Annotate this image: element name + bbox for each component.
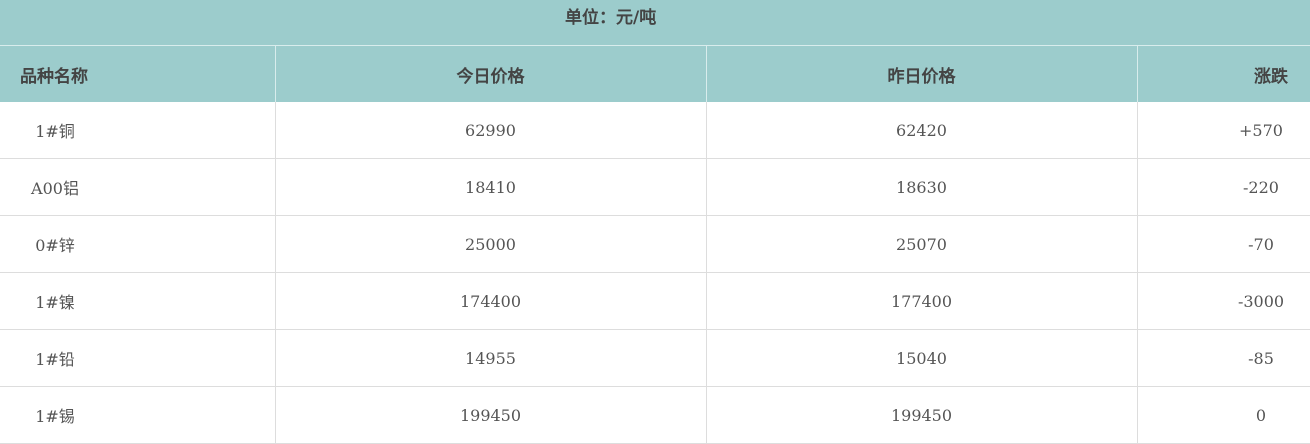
cell-name: A00铝	[0, 158, 275, 216]
header-yesterday-price: 昨日价格	[705, 46, 1137, 102]
cell-change: +570	[1136, 102, 1310, 159]
table-row: 1#铅 14955 15040 -85	[0, 329, 1310, 387]
cell-change: 0	[1136, 386, 1310, 444]
cell-yesterday-price: 62420	[705, 102, 1137, 159]
cell-name: 0#锌	[0, 215, 275, 273]
cell-change-text: -3000	[1237, 291, 1285, 311]
cell-name-text: 1#铜	[35, 122, 75, 141]
cell-yesterday-price-text: 25070	[896, 234, 947, 254]
table-row: 1#镍 174400 177400 -3000	[0, 272, 1310, 330]
cell-today-price-text: 14955	[465, 348, 516, 368]
cell-change: -3000	[1136, 272, 1310, 330]
cell-change-text: 0	[1255, 405, 1267, 425]
cell-yesterday-price: 25070	[705, 215, 1137, 273]
cell-today-price: 18410	[274, 158, 706, 216]
cell-yesterday-price-text: 18630	[896, 177, 947, 197]
unit-label: 单位：元/吨	[565, 8, 657, 28]
cell-yesterday-price: 18630	[705, 158, 1137, 216]
cell-today-price: 25000	[274, 215, 706, 273]
cell-today-price-text: 25000	[465, 234, 516, 254]
cell-today-price-text: 62990	[465, 120, 516, 140]
cell-today-price-text: 174400	[459, 291, 522, 311]
cell-change-text: +570	[1239, 120, 1283, 140]
cell-change-text: -85	[1248, 348, 1274, 368]
cell-change-text: -220	[1243, 177, 1279, 197]
cell-name: 1#锡	[0, 386, 275, 444]
cell-change: -220	[1136, 158, 1310, 216]
cell-yesterday-price: 15040	[705, 329, 1137, 387]
header-today-price: 今日价格	[274, 46, 706, 102]
cell-today-price: 14955	[274, 329, 706, 387]
cell-name-text: 0#锌	[35, 236, 75, 255]
table-header-row: 品种名称 今日价格 昨日价格 涨跌	[0, 46, 1310, 102]
cell-yesterday-price-text: 199450	[890, 405, 953, 425]
cell-name-text: 1#镍	[35, 293, 75, 312]
metal-price-table: 品种名称 今日价格 昨日价格 涨跌 1#铜 62990 62420 +570 A00铝 1…	[0, 46, 1310, 444]
cell-today-price-text: 199450	[459, 405, 522, 425]
cell-today-price: 174400	[274, 272, 706, 330]
cell-change: -70	[1136, 215, 1310, 273]
cell-name-text: 1#锡	[35, 407, 75, 426]
table-row: A00铝 18410 18630 -220	[0, 158, 1310, 216]
table-row: 0#锌 25000 25070 -70	[0, 215, 1310, 273]
cell-name-text: 1#铅	[35, 350, 75, 369]
cell-change: -85	[1136, 329, 1310, 387]
cell-change-text: -70	[1248, 234, 1274, 254]
cell-yesterday-price-text: 15040	[896, 348, 947, 368]
cell-yesterday-price: 199450	[705, 386, 1137, 444]
cell-yesterday-price: 177400	[705, 272, 1137, 330]
cell-name: 1#镍	[0, 272, 275, 330]
cell-name-text: A00铝	[31, 179, 79, 198]
cell-yesterday-price-text: 62420	[896, 120, 947, 140]
cell-today-price-text: 18410	[465, 177, 516, 197]
cell-name: 1#铜	[0, 102, 275, 159]
cell-name: 1#铅	[0, 329, 275, 387]
header-change: 涨跌	[1136, 46, 1310, 102]
cell-today-price: 62990	[274, 102, 706, 159]
header-name: 品种名称	[0, 46, 275, 102]
unit-bar: 单位：元/吨	[0, 0, 1310, 46]
table-row: 1#铜 62990 62420 +570	[0, 102, 1310, 159]
cell-yesterday-price-text: 177400	[890, 291, 953, 311]
